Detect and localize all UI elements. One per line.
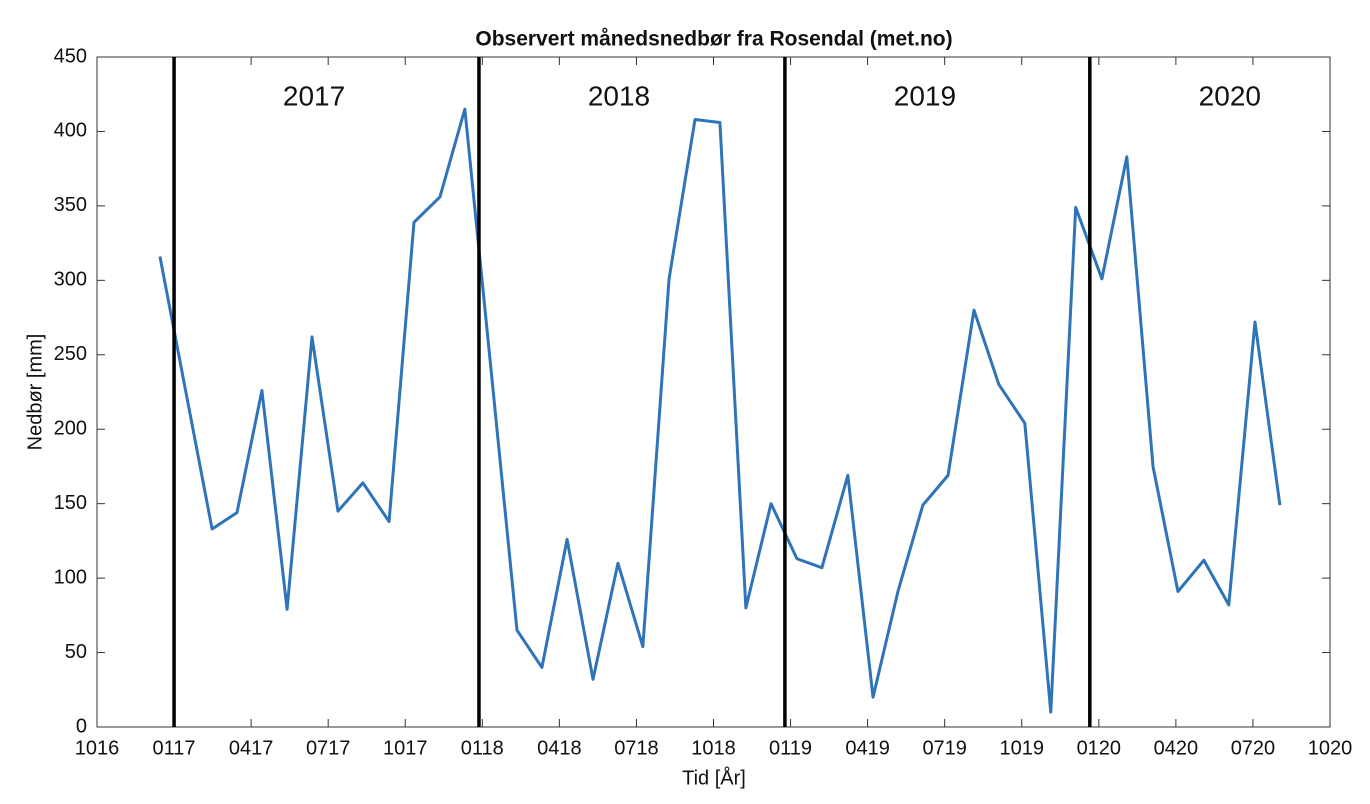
x-tick-label: 0720 <box>1231 737 1276 759</box>
x-tick-label: 0418 <box>537 737 582 759</box>
y-tick-label: 100 <box>54 566 87 588</box>
y-tick-label: 350 <box>54 194 87 216</box>
plot-frame <box>96 56 1331 728</box>
year-label: 2018 <box>588 80 650 111</box>
x-tick-label: 0719 <box>922 737 967 759</box>
y-tick-label: 450 <box>54 45 87 67</box>
x-axis-label: Tid [År] <box>682 766 746 789</box>
y-tick-label: 400 <box>54 120 87 142</box>
x-tick-label: 0118 <box>461 737 504 759</box>
y-tick-label: 250 <box>54 343 87 365</box>
x-tick-label: 0117 <box>153 737 196 759</box>
y-axis-label: Nedbør [mm] <box>24 334 46 451</box>
x-tick-label: 0417 <box>229 737 274 759</box>
data-line <box>158 107 1282 714</box>
y-tick-label: 150 <box>54 492 87 514</box>
x-tick-label: 1018 <box>691 737 736 759</box>
x-tick-label: 1016 <box>75 737 120 759</box>
y-tick-label: 0 <box>76 715 87 737</box>
chart-title: Observert månedsnedbør fra Rosendal (met… <box>475 28 952 51</box>
y-tick-label: 200 <box>54 418 87 440</box>
x-tick-label: 0120 <box>1077 737 1122 759</box>
year-label: 2017 <box>283 80 345 111</box>
year-label: 2020 <box>1199 80 1261 111</box>
x-tick-label: 0718 <box>614 737 659 759</box>
x-tick-label: 0119 <box>769 737 812 759</box>
x-tick-label: 0420 <box>1154 737 1199 759</box>
x-tick-label: 1019 <box>1000 737 1045 759</box>
y-tick-label: 300 <box>54 269 87 291</box>
y-tick-label: 50 <box>65 641 87 663</box>
x-tick-label: 1017 <box>383 737 428 759</box>
x-tick-label: 0717 <box>306 737 351 759</box>
x-tick-label: 1020 <box>1308 737 1353 759</box>
x-tick-label: 0419 <box>845 737 890 759</box>
year-label: 2019 <box>894 80 956 111</box>
